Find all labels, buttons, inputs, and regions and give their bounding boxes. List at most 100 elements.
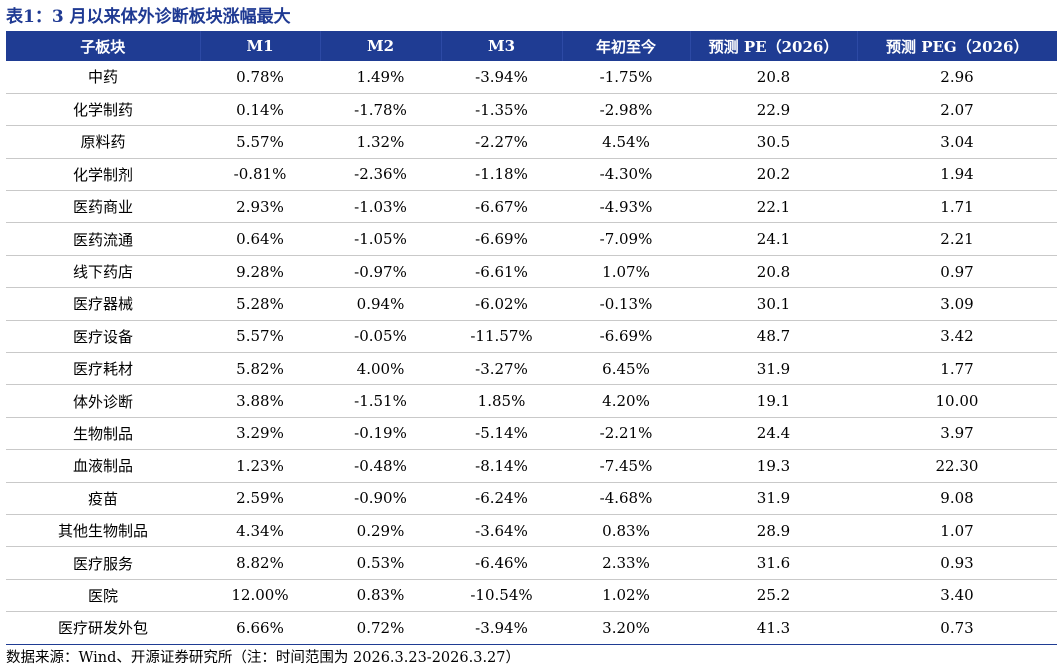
column-header-m3: M3 [441,31,563,61]
m3-cell: -2.27% [475,132,528,151]
table-body: 中药 0.78% 1.49% -3.94% -1.75% 20.8 2.96 化学制药 0.14… [6,61,1057,645]
m2-cell: -1.51% [354,392,407,411]
column-header-pe: 预测 PE（2026） [690,31,858,61]
pe-cell: 41.3 [756,618,791,637]
m1-cell: 9.28% [236,262,284,281]
m3-cell: -3.94% [475,67,528,86]
sector-cell: 化学制剂 [72,165,133,184]
sector-cell: 医院 [87,586,118,605]
m2-cell: -2.36% [354,165,407,184]
m2-cell: 0.94% [356,294,405,313]
m3-cell: -6.46% [475,554,528,573]
ytd-cell: -2.21% [599,424,653,443]
peg-cell: 2.21 [940,230,974,249]
sector-cell: 体外诊断 [72,392,133,411]
column-header-m2: M2 [320,31,442,61]
m1-cell: 5.57% [236,327,284,346]
pe-cell: 30.1 [756,294,791,313]
m1-cell: 2.93% [236,197,284,216]
m3-cell: -8.14% [475,456,528,475]
m2-cell: -0.19% [354,424,407,443]
peg-cell: 3.40 [940,586,974,605]
table-row: 医疗研发外包 6.66% 0.72% -3.94% 3.20% 41.3 0.73 [6,612,1057,645]
m3-cell: -10.54% [470,586,533,605]
table-row: 医药流通 0.64% -1.05% -6.69% -7.09% 24.1 2.21 [6,223,1057,256]
ytd-cell: -4.30% [599,165,653,184]
table-row: 血液制品 1.23% -0.48% -8.14% -7.45% 19.3 22.30 [6,450,1057,483]
m3-cell: -5.14% [475,424,528,443]
m1-cell: 1.23% [236,456,284,475]
ytd-cell: 4.54% [602,132,650,151]
ytd-cell: 1.07% [602,262,650,281]
m1-cell: 4.34% [236,521,284,540]
ytd-cell: 2.33% [602,554,650,573]
m3-cell: -3.64% [475,521,528,540]
sector-cell: 生物制品 [72,424,133,443]
table-row: 生物制品 3.29% -0.19% -5.14% -2.21% 24.4 3.97 [6,417,1057,450]
m2-cell: 0.53% [356,554,405,573]
m2-cell: 0.29% [356,521,405,540]
pe-cell: 31.6 [756,554,791,573]
pe-cell: 25.2 [756,586,791,605]
table-title: 表1：3 月以来体外诊断板块涨幅最大 [6,7,291,27]
m2-cell: 1.32% [356,132,405,151]
m2-cell: 1.49% [356,67,405,86]
table-row: 医院 12.00% 0.83% -10.54% 1.02% 25.2 3.40 [6,579,1057,612]
source-note: 数据来源：Wind、开源证券研究所（注：时间范围为 2026.3.23-2026… [6,650,521,666]
table-row: 中药 0.78% 1.49% -3.94% -1.75% 20.8 2.96 [6,61,1057,94]
ytd-cell: 0.83% [602,521,650,540]
pe-cell: 31.9 [756,359,791,378]
column-header-m1: M1 [200,31,321,61]
m3-cell: -11.57% [470,327,533,346]
sector-cell: 化学制药 [72,101,133,120]
table-row: 医疗器械 5.28% 0.94% -6.02% -0.13% 30.1 3.09 [6,288,1057,321]
m3-cell: -3.27% [475,359,528,378]
m1-cell: 3.88% [236,392,284,411]
sector-cell: 医药商业 [72,198,133,217]
table-header: 子板块 M1 M2 M3 年初至今 预测 PE（2026） 预测 PEG（202… [6,31,1057,61]
m1-cell: 5.57% [236,132,284,151]
table-row: 化学制药 0.14% -1.78% -1.35% -2.98% 22.9 2.07 [6,93,1057,126]
table-row: 其他生物制品 4.34% 0.29% -3.64% 0.83% 28.9 1.07 [6,514,1057,547]
table-row: 医疗设备 5.57% -0.05% -11.57% -6.69% 48.7 3.42 [6,320,1057,353]
m2-cell: -1.78% [354,100,407,119]
header-row: 子板块 M1 M2 M3 年初至今 预测 PE（2026） 预测 PEG（202… [6,31,1057,61]
m1-cell: 8.82% [236,554,284,573]
m3-cell: -1.18% [475,165,528,184]
m3-cell: -1.35% [475,100,528,119]
m2-cell: -0.97% [354,262,407,281]
m1-cell: 0.78% [236,67,284,86]
m1-cell: 5.82% [236,359,284,378]
sector-cell: 医疗服务 [72,554,133,573]
table-row: 医疗服务 8.82% 0.53% -6.46% 2.33% 31.6 0.93 [6,547,1057,580]
ytd-cell: -0.13% [599,294,653,313]
sector-cell: 医疗设备 [72,327,133,346]
m2-cell: -0.48% [354,456,407,475]
peg-cell: 0.73 [940,618,974,637]
table-row: 化学制剂 -0.81% -2.36% -1.18% -4.30% 20.2 1.94 [6,158,1057,191]
m1-cell: 5.28% [236,294,284,313]
peg-cell: 9.08 [940,489,974,508]
m1-cell: -0.81% [233,165,287,184]
peg-cell: 0.93 [940,554,974,573]
table-row: 医疗耗材 5.82% 4.00% -3.27% 6.45% 31.9 1.77 [6,353,1057,385]
peg-cell: 1.77 [940,359,974,378]
m3-cell: 1.85% [477,392,526,411]
table-row: 疫苗 2.59% -0.90% -6.24% -4.68% 31.9 9.08 [6,482,1057,515]
pe-cell: 20.8 [756,67,791,86]
m1-cell: 2.59% [236,489,284,508]
ytd-cell: -6.69% [599,327,653,346]
sector-cell: 疫苗 [87,489,118,508]
column-header-sector: 子板块 [6,31,201,61]
m2-cell: 0.72% [356,618,405,637]
m2-cell: -0.90% [354,489,407,508]
m2-cell: -1.05% [354,230,407,249]
pe-cell: 28.9 [756,521,791,540]
m3-cell: -3.94% [475,618,528,637]
sector-cell: 医疗耗材 [72,360,133,379]
ytd-cell: 1.02% [602,586,650,605]
sector-cell: 其他生物制品 [57,522,148,541]
m1-cell: 0.64% [236,230,284,249]
ytd-cell: -1.75% [599,67,653,86]
peg-cell: 3.97 [940,424,974,443]
